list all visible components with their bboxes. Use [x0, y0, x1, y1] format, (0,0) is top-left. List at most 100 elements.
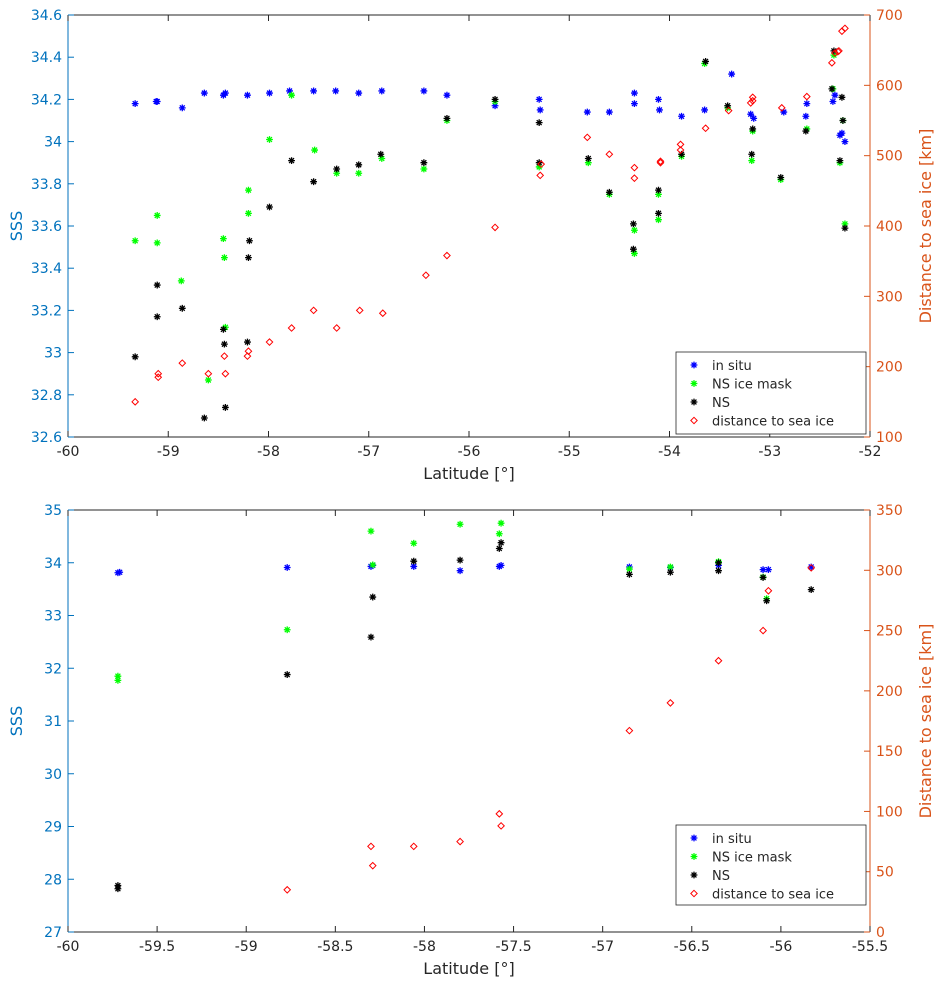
data-point	[780, 108, 788, 116]
chart-1: -60 -59 -58 -57 -56 -55 -54 -53 -52 32.6 32.8 33 33.…	[7, 8, 935, 483]
data-point	[283, 626, 291, 634]
data-point	[410, 563, 418, 570]
data-point	[378, 155, 386, 162]
y-tick-label: 33.6	[31, 219, 62, 235]
x-tick-label: -59.5	[139, 939, 175, 955]
data-point	[802, 112, 810, 120]
data-point	[631, 100, 638, 108]
legend-marker	[690, 380, 698, 387]
y2-tick-label: 0	[876, 925, 885, 941]
data-point	[759, 566, 767, 574]
data-point	[369, 561, 377, 569]
data-point	[777, 174, 785, 181]
data-point	[807, 563, 815, 571]
y-axis-label: SSS	[7, 706, 26, 736]
data-point	[153, 98, 161, 105]
data-point	[245, 186, 252, 194]
data-point	[656, 158, 665, 167]
data-point	[630, 174, 639, 183]
legend-label: NS	[712, 396, 730, 411]
y-tick-label: 30	[44, 767, 62, 783]
data-point	[584, 159, 592, 167]
y-tick-label: 27	[44, 925, 62, 941]
data-point	[748, 93, 757, 102]
y-tick-label: 33.4	[31, 261, 62, 277]
data-point	[749, 125, 757, 133]
y2-tick-label: 700	[876, 8, 903, 24]
data-point	[536, 171, 545, 180]
data-point	[131, 100, 139, 108]
data-point	[369, 593, 377, 601]
data-point	[535, 96, 543, 103]
data-point	[495, 530, 503, 538]
data-point	[655, 216, 662, 224]
data-point	[266, 89, 273, 97]
data-point	[748, 150, 756, 158]
x-tick-label: -58	[413, 939, 436, 955]
data-point	[630, 163, 639, 172]
data-point	[443, 251, 451, 260]
data-point	[114, 676, 122, 684]
data-point	[355, 169, 363, 177]
data-point	[246, 237, 253, 245]
data-point	[626, 570, 633, 578]
data-point	[153, 313, 161, 321]
data-point	[420, 87, 428, 95]
data-point	[491, 96, 499, 103]
data-point	[802, 92, 811, 101]
data-point	[333, 169, 341, 177]
data-point	[536, 106, 544, 114]
data-point	[701, 60, 708, 67]
x-tick-label: -60	[57, 939, 80, 955]
data-point	[204, 376, 212, 384]
data-point	[583, 108, 591, 116]
legend-marker	[690, 416, 698, 425]
data-point	[807, 586, 815, 594]
legend-label: in situ	[712, 359, 752, 374]
data-point	[701, 106, 708, 114]
data-point	[283, 885, 292, 894]
data-point	[283, 671, 291, 678]
data-point	[200, 89, 208, 97]
data-point	[841, 224, 849, 232]
x-tick-label: -58.5	[317, 939, 353, 955]
data-point	[728, 70, 736, 78]
data-point	[367, 633, 375, 641]
data-point	[368, 861, 377, 870]
data-point	[631, 226, 638, 234]
data-point	[605, 150, 614, 159]
data-point	[456, 556, 464, 564]
data-point	[355, 161, 363, 169]
data-point	[309, 306, 318, 315]
data-point	[746, 99, 755, 107]
data-point	[286, 87, 293, 95]
data-point	[656, 106, 663, 114]
data-point	[491, 223, 499, 232]
x-tick-label: -58	[257, 444, 280, 460]
data-point	[287, 324, 296, 332]
data-point	[355, 306, 364, 315]
data-point	[219, 235, 227, 243]
y-tick-label: 32.8	[31, 388, 62, 404]
y2-tick-label: 500	[876, 149, 903, 165]
data-point	[266, 203, 273, 211]
y-tick-label: 31	[44, 714, 62, 730]
data-point	[838, 129, 846, 137]
data-point	[748, 157, 756, 164]
data-point	[310, 87, 318, 95]
y2-tick-label: 600	[876, 78, 903, 94]
data-point	[655, 96, 662, 103]
series-distance-to-sea-ice	[283, 563, 816, 894]
data-point	[807, 563, 816, 572]
data-point	[204, 369, 213, 378]
data-point	[656, 157, 665, 166]
data-point	[497, 539, 505, 547]
data-point	[631, 89, 638, 97]
y-tick-label: 34.6	[31, 8, 62, 24]
data-point	[377, 150, 385, 158]
data-point	[333, 165, 341, 173]
y-axis-label: SSS	[7, 211, 26, 241]
data-point	[421, 271, 430, 280]
data-point	[367, 842, 375, 851]
x-tick-label: -53	[758, 444, 781, 460]
